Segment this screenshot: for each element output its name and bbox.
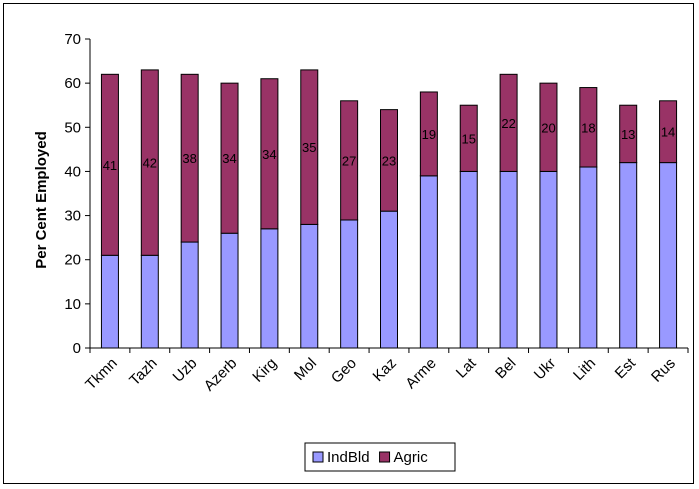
x-category-label: Tazh <box>126 355 160 389</box>
bar-agric-lith <box>579 87 598 168</box>
x-category-label: Rus <box>648 355 679 386</box>
bar-agric-azerb <box>220 82 239 234</box>
x-category-label: Lith <box>570 355 599 384</box>
bar-indbld-mol <box>300 223 319 349</box>
x-category-label: Mol <box>291 355 320 384</box>
data-label: 35 <box>302 140 316 155</box>
bar-indbld-lith <box>579 166 598 349</box>
y-tick-label: 70 <box>64 31 81 48</box>
x-category-label: Kirg <box>249 355 280 386</box>
data-label: 34 <box>262 147 276 162</box>
bar-agric-ukr <box>539 82 558 172</box>
bar-indbld-uzb <box>180 241 199 349</box>
bar-agric-geo <box>340 100 359 221</box>
y-tick-label: 50 <box>64 119 81 136</box>
data-label: 14 <box>661 125 675 140</box>
data-label: 15 <box>461 131 475 146</box>
bar-agric-mol <box>300 69 319 225</box>
bar-agric-kirg <box>260 78 279 230</box>
x-category-label: Ukr <box>531 355 560 384</box>
bar-indbld-kirg <box>260 228 279 349</box>
x-category-label: Azerb <box>201 355 241 395</box>
data-label: 38 <box>182 151 196 166</box>
bar-indbld-rus <box>659 162 678 349</box>
x-category-label: Bel <box>492 355 519 382</box>
bar-agric-tkmn <box>100 73 119 256</box>
y-tick-label: 30 <box>64 208 81 225</box>
data-label: 34 <box>222 151 236 166</box>
bar-indbld-arme <box>419 175 438 349</box>
x-category-label: Lat <box>453 354 480 381</box>
data-label: 42 <box>143 156 157 171</box>
bar-agric-kaz <box>380 109 398 212</box>
x-category-label: Geo <box>328 355 360 387</box>
bar-indbld-ukr <box>539 170 558 349</box>
data-label: 41 <box>103 158 117 173</box>
legend-label-indbld: IndBld <box>327 449 370 466</box>
bar-agric-arme <box>419 91 438 177</box>
stacked-bar-chart: Per Cent Employed 0 10 20 30 40 50 60 70 41 Tkmn 4… <box>33 31 689 472</box>
data-label: 19 <box>422 127 436 142</box>
bar-indbld-tazh <box>140 254 159 349</box>
bar-indbld-geo <box>340 219 359 349</box>
x-category-label: Est <box>612 354 640 382</box>
bar-indbld-bel <box>499 170 518 349</box>
bar-agric-tazh <box>140 69 159 256</box>
bar-indbld-kaz <box>380 210 398 349</box>
legend-label-agric: Agric <box>394 449 429 466</box>
data-label: 22 <box>501 116 515 131</box>
data-label: 18 <box>581 120 595 135</box>
x-category-label: Arme <box>402 355 439 392</box>
x-category-label: Tkmn <box>82 355 121 394</box>
bar-indbld-est <box>619 162 638 349</box>
data-label: 27 <box>342 153 356 168</box>
y-axis-label: Per Cent Employed <box>33 131 50 269</box>
bar-agric-est <box>619 104 638 164</box>
x-category-label: Kaz <box>370 355 400 385</box>
y-tick-label: 40 <box>64 163 81 180</box>
bar-agric-lat <box>459 104 478 172</box>
data-label: 20 <box>541 120 555 135</box>
data-label: 23 <box>382 153 396 168</box>
bar-agric-uzb <box>180 73 199 243</box>
y-tick-label: 20 <box>64 252 81 269</box>
legend-swatch-indbld <box>312 451 324 463</box>
bar-indbld-tkmn <box>100 254 119 349</box>
data-label: 13 <box>621 127 635 142</box>
y-tick-label: 0 <box>73 340 81 357</box>
y-tick-label: 60 <box>64 75 81 92</box>
x-category-label: Uzb <box>170 355 201 386</box>
legend-swatch-agric <box>379 451 391 463</box>
bar-indbld-azerb <box>220 232 239 349</box>
bar-agric-rus <box>659 100 678 164</box>
bar-agric-bel <box>499 73 518 172</box>
y-tick-label: 10 <box>64 296 81 313</box>
bar-indbld-lat <box>459 170 478 349</box>
chart-frame: Per Cent Employed 0 10 20 30 40 50 60 70 41 Tkmn 4… <box>3 3 694 484</box>
